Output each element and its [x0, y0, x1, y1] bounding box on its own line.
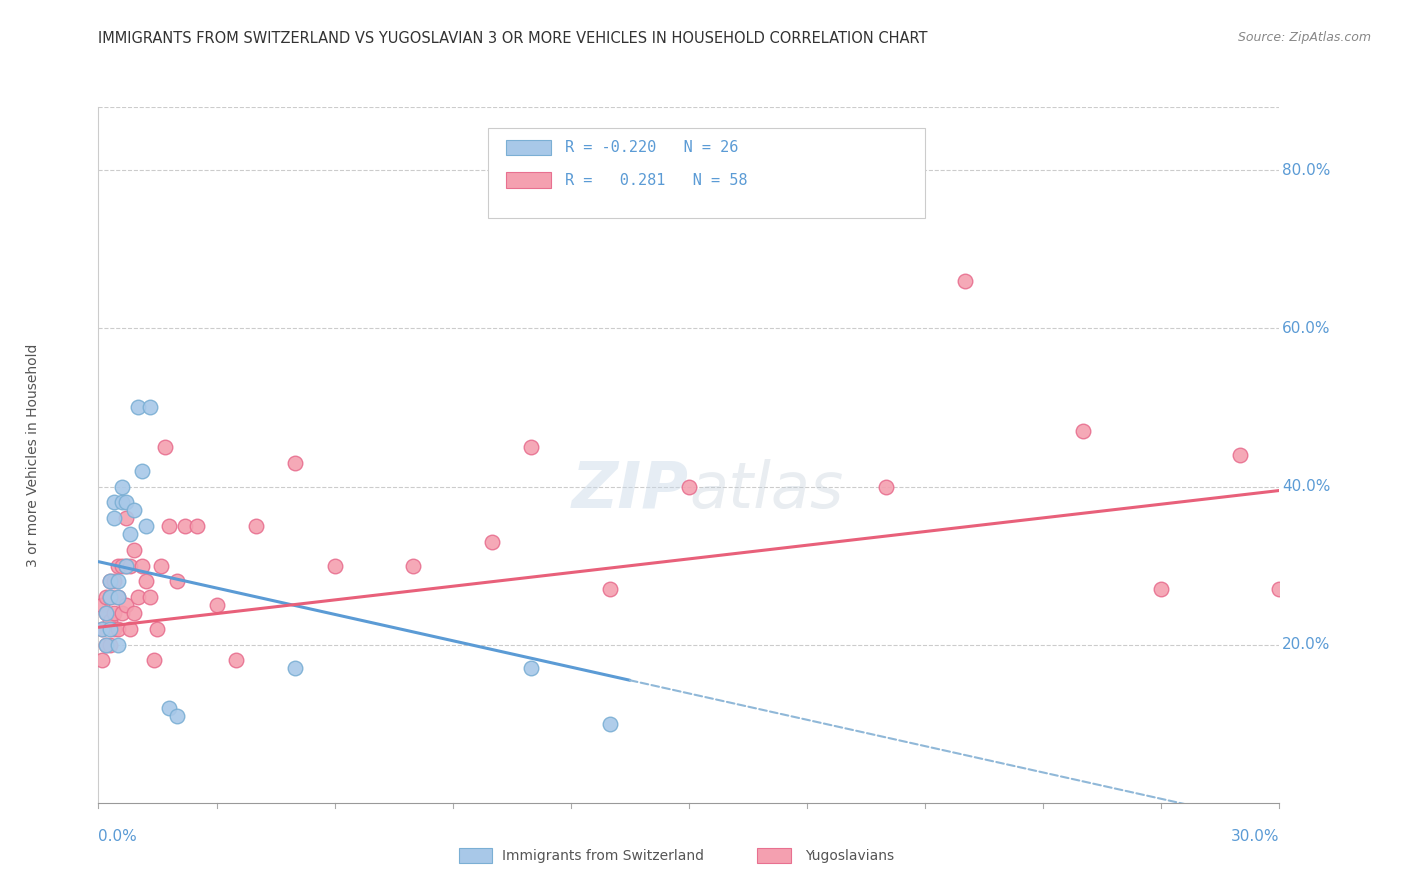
- Point: [138, 591, 160, 605]
- Point: [118, 622, 141, 636]
- Point: [875, 479, 897, 493]
- Point: [122, 606, 145, 620]
- Point: [98, 591, 121, 605]
- Point: [96, 591, 118, 605]
- Point: [122, 542, 145, 557]
- Point: [103, 574, 125, 589]
- Point: [599, 716, 621, 731]
- Point: [138, 401, 160, 415]
- Point: [174, 519, 197, 533]
- Text: 40.0%: 40.0%: [1282, 479, 1330, 494]
- Point: [107, 558, 129, 573]
- Point: [323, 558, 346, 573]
- Point: [111, 495, 134, 509]
- FancyBboxPatch shape: [758, 848, 790, 863]
- Point: [481, 534, 503, 549]
- Point: [111, 479, 134, 493]
- Point: [91, 653, 114, 667]
- Point: [107, 622, 129, 636]
- Point: [98, 574, 121, 589]
- Point: [103, 495, 125, 509]
- Point: [115, 558, 138, 573]
- Text: 30.0%: 30.0%: [1232, 829, 1279, 844]
- Point: [1268, 582, 1291, 597]
- Point: [122, 503, 145, 517]
- Text: R =   0.281   N = 58: R = 0.281 N = 58: [565, 172, 748, 187]
- Text: 60.0%: 60.0%: [1282, 321, 1330, 336]
- Point: [166, 574, 188, 589]
- Point: [98, 614, 121, 628]
- Point: [91, 622, 114, 636]
- Text: 3 or more Vehicles in Household: 3 or more Vehicles in Household: [27, 343, 41, 566]
- Point: [98, 574, 121, 589]
- Text: Source: ZipAtlas.com: Source: ZipAtlas.com: [1237, 31, 1371, 45]
- Point: [402, 558, 425, 573]
- Point: [103, 511, 125, 525]
- Point: [599, 582, 621, 597]
- Text: 20.0%: 20.0%: [1282, 637, 1330, 652]
- Text: Yugoslavians: Yugoslavians: [804, 848, 894, 863]
- Text: R = -0.220   N = 26: R = -0.220 N = 26: [565, 140, 738, 155]
- Point: [96, 638, 118, 652]
- Point: [91, 622, 114, 636]
- Point: [103, 622, 125, 636]
- Text: IMMIGRANTS FROM SWITZERLAND VS YUGOSLAVIAN 3 OR MORE VEHICLES IN HOUSEHOLD CORRE: IMMIGRANTS FROM SWITZERLAND VS YUGOSLAVI…: [98, 31, 928, 46]
- Point: [1071, 424, 1094, 438]
- Point: [135, 519, 157, 533]
- Point: [186, 519, 208, 533]
- Point: [111, 606, 134, 620]
- Point: [953, 274, 976, 288]
- Point: [150, 558, 173, 573]
- Point: [118, 558, 141, 573]
- Point: [96, 606, 118, 620]
- Text: 80.0%: 80.0%: [1282, 163, 1330, 178]
- Point: [98, 622, 121, 636]
- Point: [225, 653, 247, 667]
- Point: [284, 661, 307, 675]
- Point: [111, 558, 134, 573]
- Point: [115, 495, 138, 509]
- Point: [135, 574, 157, 589]
- Point: [118, 527, 141, 541]
- FancyBboxPatch shape: [458, 848, 492, 863]
- Point: [520, 661, 543, 675]
- Point: [131, 464, 153, 478]
- Point: [284, 456, 307, 470]
- Point: [127, 401, 149, 415]
- Point: [98, 638, 121, 652]
- Point: [96, 638, 118, 652]
- Point: [520, 440, 543, 454]
- Point: [107, 591, 129, 605]
- Point: [91, 598, 114, 612]
- FancyBboxPatch shape: [506, 172, 551, 187]
- Point: [107, 591, 129, 605]
- Point: [98, 591, 121, 605]
- Point: [142, 653, 165, 667]
- Point: [115, 558, 138, 573]
- Point: [1229, 448, 1251, 462]
- Point: [157, 701, 180, 715]
- Point: [96, 606, 118, 620]
- Point: [1150, 582, 1173, 597]
- Point: [107, 574, 129, 589]
- Point: [166, 708, 188, 723]
- Point: [115, 511, 138, 525]
- Text: Immigrants from Switzerland: Immigrants from Switzerland: [502, 848, 704, 863]
- Point: [678, 479, 700, 493]
- Point: [205, 598, 228, 612]
- Point: [157, 519, 180, 533]
- Point: [107, 638, 129, 652]
- Point: [103, 606, 125, 620]
- FancyBboxPatch shape: [488, 128, 925, 219]
- Text: atlas: atlas: [689, 458, 844, 521]
- Point: [131, 558, 153, 573]
- FancyBboxPatch shape: [506, 140, 551, 155]
- Point: [245, 519, 267, 533]
- Point: [127, 591, 149, 605]
- Text: ZIP: ZIP: [572, 458, 689, 521]
- Point: [146, 622, 169, 636]
- Point: [155, 440, 177, 454]
- Text: 0.0%: 0.0%: [98, 829, 138, 844]
- Point: [115, 598, 138, 612]
